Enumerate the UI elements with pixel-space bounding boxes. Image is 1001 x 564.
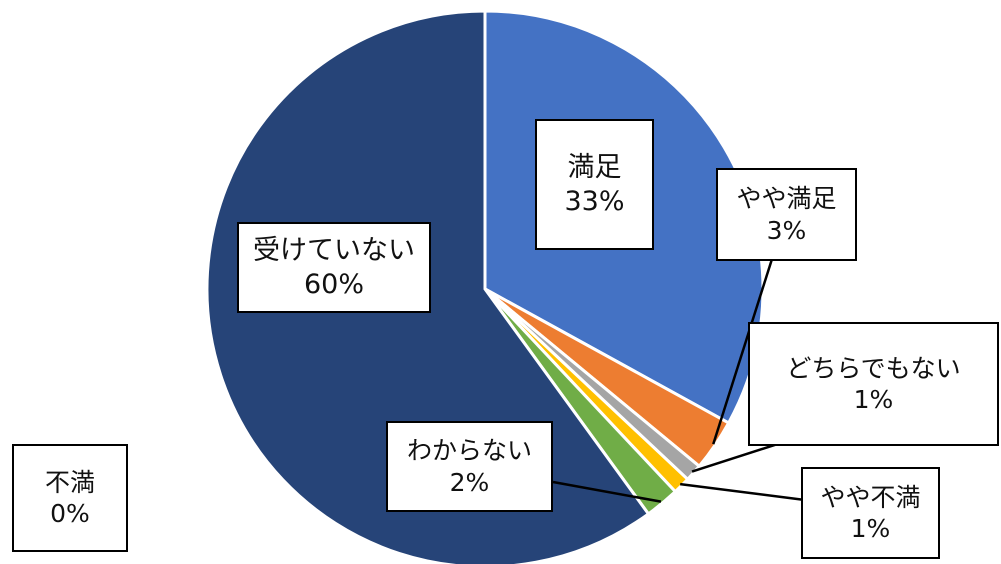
- data-label-percent: 1%: [850, 514, 891, 543]
- leader-line: [552, 480, 662, 503]
- data-label-fuman: 不満 0%: [12, 444, 128, 552]
- data-label-yaya-fuman: やや不満 1%: [801, 467, 940, 559]
- data-label-percent: 2%: [449, 467, 490, 497]
- leader-line: [680, 482, 806, 502]
- data-label-name: やや不満: [820, 482, 921, 512]
- data-label-name: 受けていない: [253, 234, 415, 266]
- data-label-dochiradetomonai: どちらでもない 1%: [748, 322, 999, 446]
- data-label-percent: 60%: [303, 268, 364, 300]
- data-label-name: どちらでもない: [786, 353, 961, 383]
- data-label-uketeinai: 受けていない 60%: [237, 222, 431, 313]
- data-label-name: 不満: [44, 467, 95, 497]
- data-label-manzoku: 満足 33%: [535, 119, 654, 250]
- data-label-name: 満足: [567, 151, 622, 183]
- data-label-percent: 1%: [853, 385, 894, 414]
- data-label-percent: 0%: [50, 499, 90, 528]
- data-label-yaya-manzoku: やや満足 3%: [716, 168, 857, 261]
- leader-line: [712, 258, 774, 445]
- data-label-wakaranai: わからない 2%: [386, 421, 553, 512]
- data-label-percent: 33%: [564, 185, 625, 217]
- data-label-name: やや満足: [736, 184, 837, 214]
- data-label-percent: 3%: [766, 215, 807, 245]
- data-label-name: わからない: [406, 436, 532, 466]
